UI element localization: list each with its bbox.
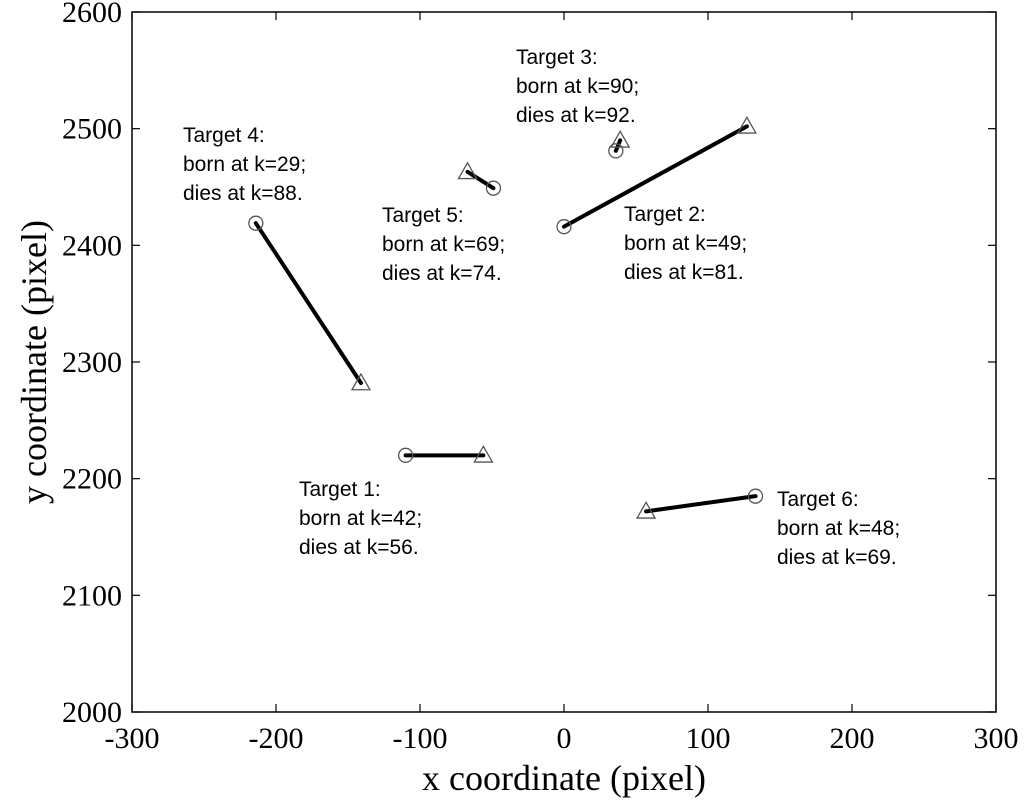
x-tick-label: 300 bbox=[974, 722, 1019, 755]
target-1-start-marker bbox=[397, 447, 414, 463]
target-4-end-marker bbox=[350, 372, 372, 391]
target-1-end-marker bbox=[473, 445, 494, 463]
target-5-end-marker bbox=[457, 161, 478, 180]
target-2-start-marker bbox=[556, 219, 572, 235]
target-annotations: Target 1: born at k=42; dies at k=56. Targe… bbox=[183, 46, 900, 569]
target-1-annotation-line: dies at k=56. bbox=[299, 536, 419, 559]
target-5-annotation-line: Target 5: bbox=[382, 204, 464, 227]
target-4-start-marker bbox=[248, 215, 264, 231]
target-6-track bbox=[644, 494, 758, 514]
y-tick-label: 2500 bbox=[62, 113, 122, 146]
x-tick-label: -100 bbox=[393, 722, 448, 755]
y-tick-label: 2300 bbox=[62, 346, 122, 379]
x-tick-label: -300 bbox=[105, 722, 160, 755]
target-1-annotation-line: Target 1: bbox=[299, 478, 381, 501]
target-3-track bbox=[613, 138, 623, 153]
target-tracks bbox=[248, 116, 764, 519]
target-3-end-marker bbox=[610, 130, 631, 148]
target-3-annotation-line: born at k=90; bbox=[516, 75, 639, 98]
y-tick-label: 2100 bbox=[62, 579, 122, 612]
target-2-annotation-line: dies at k=81. bbox=[624, 261, 744, 284]
y-tick-label: 2400 bbox=[62, 229, 122, 262]
target-5-track bbox=[465, 169, 496, 191]
target-3-annotation-line: Target 3: bbox=[516, 46, 598, 69]
target-3-start-marker bbox=[608, 143, 624, 159]
axis-ticks: -300 -200 -100 0 100 200 300 2000 2100 2200 2300 24… bbox=[62, 0, 1019, 755]
target-6-start-marker bbox=[747, 488, 764, 504]
target-6-annotation-line: Target 6: bbox=[777, 488, 859, 511]
target-5-annotation-line: dies at k=74. bbox=[382, 262, 502, 285]
y-axis-title: y coordinate (pixel) bbox=[14, 220, 54, 504]
y-tick-label: 2000 bbox=[62, 696, 122, 729]
target-2-annotation-line: born at k=49; bbox=[624, 232, 747, 255]
target-1-annotation-line: born at k=42; bbox=[299, 507, 422, 530]
target-4-track bbox=[253, 221, 363, 385]
target-2-track bbox=[562, 124, 749, 229]
x-tick-label: 0 bbox=[557, 722, 572, 755]
target-3-annotation-line: dies at k=92. bbox=[516, 104, 636, 127]
target-2-annotation-line: Target 2: bbox=[624, 203, 706, 226]
target-4-annotation-line: dies at k=88. bbox=[183, 182, 303, 205]
y-tick-label: 2600 bbox=[62, 0, 122, 29]
target-5-annotation-line: born at k=69; bbox=[382, 233, 505, 256]
target-6-annotation-line: dies at k=69. bbox=[777, 546, 897, 569]
target-4-annotation-line: Target 4: bbox=[183, 124, 265, 147]
x-tick-label: -200 bbox=[249, 722, 304, 755]
x-tick-label: 100 bbox=[686, 722, 731, 755]
y-tick-label: 2200 bbox=[62, 463, 122, 496]
target-5-start-marker bbox=[485, 180, 502, 196]
target-4-annotation-line: born at k=29; bbox=[183, 153, 306, 176]
target-6-annotation-line: born at k=48; bbox=[777, 517, 900, 540]
target-6-end-marker bbox=[635, 501, 657, 519]
target-2-end-marker bbox=[736, 116, 758, 134]
x-tick-label: 200 bbox=[830, 722, 875, 755]
x-axis-title: x coordinate (pixel) bbox=[422, 758, 706, 798]
